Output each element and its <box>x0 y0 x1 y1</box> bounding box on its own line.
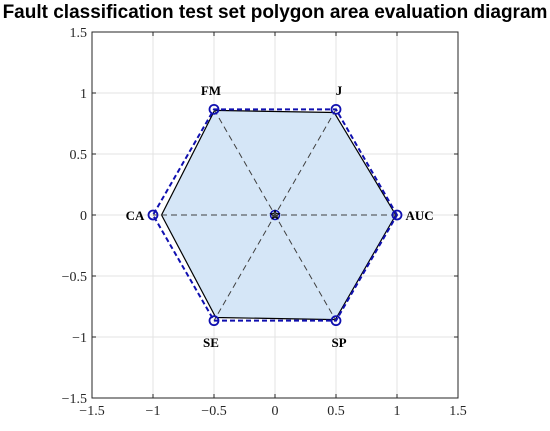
y-tick-label: −0.5 <box>62 270 87 285</box>
spoke-line <box>213 109 337 321</box>
axis-name-se: SE <box>203 335 219 350</box>
y-tick-label: 1.5 <box>70 26 88 41</box>
chart-title: Fault classification test set polygon ar… <box>2 2 548 23</box>
y-tick-label: −1.5 <box>62 392 87 407</box>
axis-name-auc: AUC <box>406 208 434 223</box>
x-tick-label: −1.5 <box>79 404 104 419</box>
y-tick-label: −1 <box>72 331 87 346</box>
vertex-markers <box>147 103 403 327</box>
y-tick-labels: −1.5 −1 −0.5 0 0.5 1 1.5 <box>62 26 87 407</box>
center-star-marker <box>269 209 281 221</box>
vertex-marker-fm <box>208 103 220 115</box>
axis-names: AUC J FM CA SE SP <box>126 83 434 350</box>
x-tick-label: 1 <box>394 404 401 419</box>
vertex-marker-sp <box>330 315 342 327</box>
axis-name-ca: CA <box>126 208 145 223</box>
center-star <box>269 209 281 220</box>
vertex-marker-se <box>208 315 220 327</box>
vertex-marker-ca <box>147 209 159 221</box>
y-tick-label: 1 <box>80 87 87 102</box>
x-tick-label: 0.5 <box>327 404 345 419</box>
axis-name-fm: FM <box>201 83 221 98</box>
x-tick-label: 1.5 <box>449 404 467 419</box>
axis-name-j: J <box>336 83 343 98</box>
y-tick-label: 0.5 <box>70 148 88 163</box>
axis-name-sp: SP <box>331 335 346 350</box>
x-tick-label: −1 <box>146 404 161 419</box>
x-tick-label: −0.5 <box>201 404 226 419</box>
x-tick-label: 0 <box>272 404 279 419</box>
axis-ticks <box>91 31 459 399</box>
vertex-marker-j <box>330 103 342 115</box>
y-tick-label: 0 <box>80 209 87 224</box>
x-tick-labels: −1.5 −1 −0.5 0 0.5 1 1.5 <box>79 404 466 419</box>
polygon-spokes <box>153 109 397 321</box>
vertex-marker-auc <box>391 209 403 221</box>
reference-hexagon <box>151 108 399 322</box>
